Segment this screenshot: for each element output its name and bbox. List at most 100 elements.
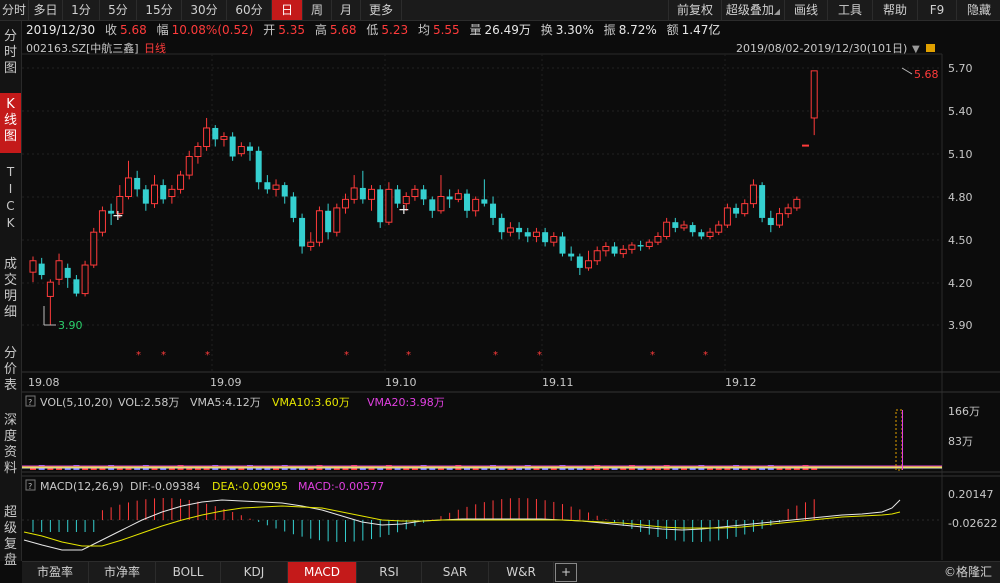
macd-dea-line: [23, 505, 901, 547]
help-button[interactable]: 帮助: [872, 0, 917, 20]
candle-body: [446, 196, 453, 200]
candle-body: [350, 187, 358, 200]
candle-body: [394, 189, 401, 204]
candle-body: [64, 267, 71, 278]
candle-body: [602, 245, 610, 252]
high-value: 5.68: [329, 23, 357, 37]
add-tab-button[interactable]: +: [555, 563, 577, 582]
period-tab-multiday[interactable]: 多日: [29, 0, 63, 20]
candle-body: [385, 188, 393, 223]
candle-body: [134, 177, 141, 190]
price-axis-label: 4.80: [948, 191, 973, 204]
candle-body: [524, 232, 531, 237]
close-value: 5.68: [120, 23, 147, 37]
candle-body: [454, 193, 462, 200]
sidebar-item-trades[interactable]: 成 交 明 细: [0, 257, 21, 325]
volume-bar: [203, 468, 210, 470]
volume-bar: [307, 468, 314, 470]
high-annotation: 5.68: [914, 68, 939, 81]
svg-text:*: *: [406, 350, 411, 361]
period-tab-fenshi[interactable]: 分时: [0, 0, 29, 20]
low-value: 5.23: [381, 23, 409, 37]
macd-axis-label: 0.20147: [948, 488, 994, 501]
period-tab-60min[interactable]: 60分: [227, 0, 272, 20]
tools-button[interactable]: 工具: [827, 0, 872, 20]
tab-kdj[interactable]: KDJ: [221, 562, 288, 583]
candle-body: [437, 196, 445, 212]
tab-wr[interactable]: W&R: [489, 562, 554, 583]
tab-macd[interactable]: MACD: [288, 562, 357, 583]
amplitude-value: 8.72%: [618, 23, 657, 37]
stock-code: 002163.SZ: [26, 42, 86, 55]
volume-bar: [654, 468, 661, 470]
turnover-value: 3.30%: [555, 23, 594, 37]
candle-body: [116, 196, 124, 215]
tab-rsi[interactable]: RSI: [357, 562, 422, 583]
tab-boll[interactable]: BOLL: [156, 562, 221, 583]
sidebar-item-label: T I C K: [6, 165, 15, 230]
crosshair-marker: +: [398, 202, 410, 218]
candle-body: [194, 146, 202, 158]
candle-body: [637, 245, 644, 247]
hide-button[interactable]: 隐藏: [956, 0, 1000, 20]
candle-body: [307, 241, 315, 247]
amount-value: 1.47亿: [681, 23, 721, 37]
candle-body: [420, 189, 427, 200]
candle-body: [506, 227, 514, 233]
volume-bar: [481, 468, 488, 470]
svg-text:*: *: [136, 350, 141, 361]
volume-bar: [411, 468, 418, 470]
sidebar-item-price-table[interactable]: 分 价 表: [0, 346, 21, 398]
candle-body: [542, 232, 549, 243]
period-tab-30min[interactable]: 30分: [182, 0, 227, 20]
draw-line-button[interactable]: 画线: [784, 0, 827, 20]
kline-chart[interactable]: 002163.SZ [中航三鑫] 日线 2019/08/02-2019/12/3…: [22, 40, 1000, 560]
period-tab-more[interactable]: 更多: [361, 0, 402, 20]
candle-body: [749, 184, 757, 205]
range-dropdown-icon[interactable]: ▼: [912, 44, 920, 55]
candlestick-series: [29, 70, 818, 325]
last-volume-bar: [895, 409, 903, 471]
svg-text:*: *: [650, 350, 655, 361]
volume-bar: [689, 468, 696, 470]
period-tab-1min[interactable]: 1分: [63, 0, 100, 20]
f9-button[interactable]: F9: [917, 0, 956, 20]
macd-help-icon[interactable]: [25, 479, 36, 491]
sidebar-item-fenshi[interactable]: 分 时 图: [0, 29, 21, 81]
candle-body: [576, 256, 583, 268]
adjust-button[interactable]: 前复权: [668, 0, 721, 20]
period-tab-month[interactable]: 月: [332, 0, 361, 20]
tab-pb[interactable]: 市净率: [89, 562, 156, 583]
vol-label: 量: [469, 23, 482, 37]
lock-icon: [926, 44, 935, 52]
macd-dea-value: DEA:-0.09095: [212, 480, 288, 493]
vol-help-icon[interactable]: [25, 395, 36, 407]
last-volume-marker: [902, 410, 903, 470]
high-label: 高: [314, 23, 327, 37]
candle-body: [759, 185, 766, 218]
volume-bar: [550, 468, 557, 470]
period-tab-15min[interactable]: 15分: [137, 0, 182, 20]
sidebar-item-depth[interactable]: 深 度 资 料: [0, 413, 21, 481]
period-tab-5min[interactable]: 5分: [100, 0, 137, 20]
sidebar-item-tick[interactable]: T I C K: [0, 164, 21, 236]
candle-body: [402, 196, 410, 205]
tab-pe[interactable]: 市盈率: [22, 562, 89, 583]
volume-bar: [99, 468, 106, 470]
period-tab-day[interactable]: 日: [272, 0, 303, 20]
svg-text:*: *: [537, 350, 542, 361]
candle-body: [680, 224, 688, 229]
candle-body: [810, 70, 818, 119]
period-tab-week[interactable]: 周: [303, 0, 332, 20]
sidebar-item-replay[interactable]: 超 级 复 盘: [0, 505, 21, 573]
candle-body: [212, 127, 219, 140]
vol-axis-label: 166万: [948, 405, 980, 418]
candle-body: [498, 217, 505, 233]
sidebar-item-kline[interactable]: K 线 图: [0, 93, 21, 153]
overlay-button[interactable]: 超级叠加◢: [721, 0, 784, 20]
sidebar-item-label: 深 度 资 料: [3, 413, 17, 476]
volume-bar: [446, 468, 453, 470]
candle-body: [142, 189, 149, 204]
tab-sar[interactable]: SAR: [422, 562, 489, 583]
volume-bar: [342, 468, 349, 470]
